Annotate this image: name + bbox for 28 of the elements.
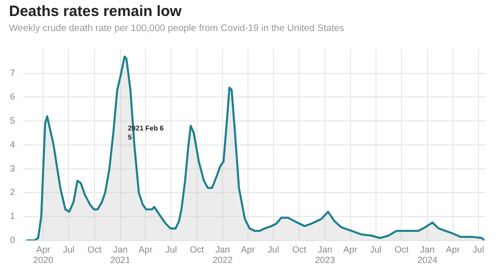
x-tick-label: Jan 2024 <box>417 244 438 266</box>
x-tick-label: Jul <box>472 244 484 254</box>
y-tick-label: 3 <box>10 163 16 174</box>
x-tick-label: Jul <box>370 244 382 254</box>
x-tick-label: Jul <box>62 244 74 254</box>
chart-title: Deaths rates remain low <box>9 3 182 20</box>
x-tick-label: Jul <box>165 244 177 254</box>
y-tick-label: 4 <box>10 139 16 150</box>
x-tick-label: Apr <box>343 244 358 254</box>
x-tick-label: Apr <box>446 244 460 254</box>
y-tick-label: 2 <box>10 187 16 198</box>
chart-subtitle: Weekly crude death rate per 100,000 people from Covid-19 in the United States <box>9 23 344 34</box>
y-tick-label: 0 <box>10 234 16 245</box>
x-tick-label: Apr 2020 <box>33 244 54 266</box>
x-tick-label: Jul <box>268 244 280 254</box>
x-tick-label: Apr <box>240 244 255 254</box>
y-tick-label: 1 <box>10 211 16 222</box>
x-tick-label: Jan 2023 <box>315 244 336 266</box>
y-tick-label: 7 <box>10 68 16 78</box>
y-tick-label: 6 <box>10 92 16 102</box>
x-tick-label: Oct <box>88 244 102 254</box>
x-tick-label: Oct <box>292 244 307 254</box>
x-tick-label: Oct <box>394 244 410 254</box>
x-tick-label: Jan 2022 <box>212 244 233 266</box>
x-tick-label: Jan 2021 <box>110 244 130 266</box>
x-tick-label: Oct <box>190 244 204 254</box>
y-tick-label: 5 <box>10 116 16 126</box>
x-tick-label: Apr <box>138 244 153 254</box>
